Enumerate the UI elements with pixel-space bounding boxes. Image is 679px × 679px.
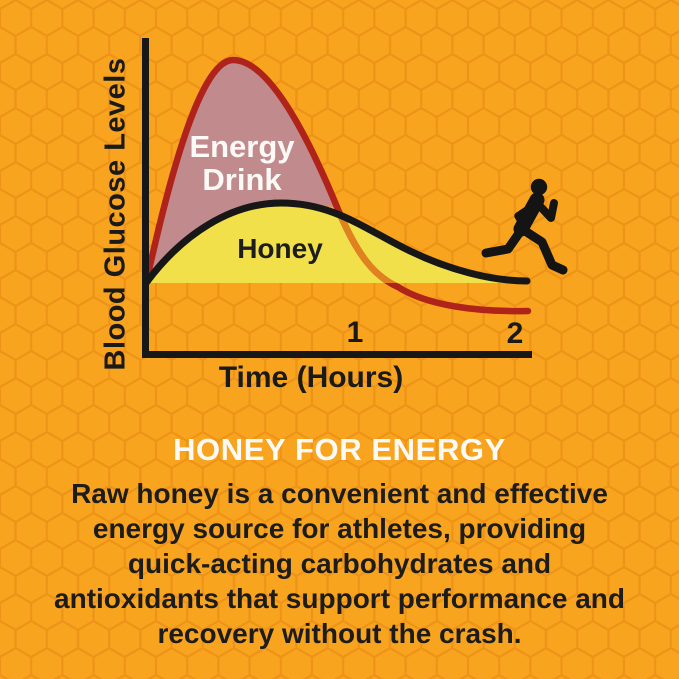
runner-icon <box>481 178 568 275</box>
x-axis-label: Time (Hours) <box>218 361 404 394</box>
description-line: antioxidants that support performance an… <box>54 583 625 614</box>
honey-series-label: Honey <box>237 233 323 264</box>
description-line: recovery without the crash. <box>157 618 522 649</box>
energy-drink-series-label: Energy Drink <box>189 129 295 197</box>
axes <box>142 38 532 358</box>
x-tick-2: 2 <box>506 317 524 350</box>
x-tick-1: 1 <box>346 316 364 349</box>
y-axis-label: Blood Glucose Levels <box>99 57 132 371</box>
description-line: Raw honey is a convenient and effective <box>71 478 608 509</box>
energy-drink-curve <box>142 56 532 315</box>
description-line: energy source for athletes, providing <box>92 513 587 544</box>
page-title: HONEY FOR ENERGY <box>173 432 506 467</box>
description-paragraph: Raw honey is a convenient and effective … <box>0 476 679 651</box>
description-line: quick-acting carbohydrates and <box>127 548 552 579</box>
honey-curve <box>142 199 531 287</box>
